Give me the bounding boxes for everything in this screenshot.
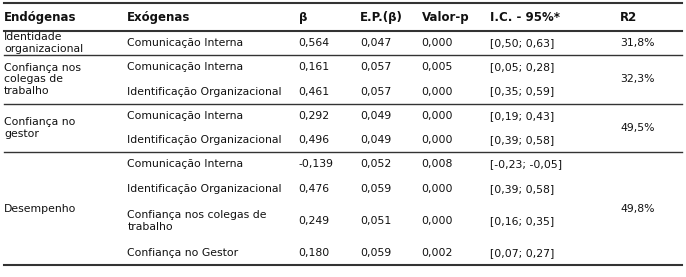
Text: Comunicação Interna: Comunicação Interna <box>128 38 244 48</box>
Text: 0,161: 0,161 <box>298 62 330 72</box>
Text: [0,39; 0,58]: [0,39; 0,58] <box>490 135 554 145</box>
Text: I.C. - 95%*: I.C. - 95%* <box>490 11 560 24</box>
Text: 0,000: 0,000 <box>422 184 453 194</box>
Text: 0,057: 0,057 <box>360 86 392 96</box>
Text: 32,3%: 32,3% <box>620 74 654 84</box>
Text: E.P.(β): E.P.(β) <box>360 11 403 24</box>
Text: Confiança nos
colegas de
trabalho: Confiança nos colegas de trabalho <box>4 63 81 96</box>
Text: Identificação Organizacional: Identificação Organizacional <box>128 135 282 145</box>
Text: 0,564: 0,564 <box>298 38 330 48</box>
Text: Exógenas: Exógenas <box>128 11 191 24</box>
Text: 0,476: 0,476 <box>298 184 330 194</box>
Text: [0,35; 0,59]: [0,35; 0,59] <box>490 86 554 96</box>
Text: 0,059: 0,059 <box>360 248 392 258</box>
Text: Comunicação Interna: Comunicação Interna <box>128 62 244 72</box>
Text: Desempenho: Desempenho <box>4 204 77 214</box>
Text: 0,047: 0,047 <box>360 38 392 48</box>
Text: 0,249: 0,249 <box>298 216 330 226</box>
Text: Confiança no
gestor: Confiança no gestor <box>4 117 75 139</box>
Text: Confiança no Gestor: Confiança no Gestor <box>128 248 239 258</box>
Text: [0,16; 0,35]: [0,16; 0,35] <box>490 216 554 226</box>
Text: 0,292: 0,292 <box>298 111 330 121</box>
Text: Comunicação Interna: Comunicação Interna <box>128 160 244 170</box>
Text: Identificação Organizacional: Identificação Organizacional <box>128 86 282 96</box>
Text: 49,5%: 49,5% <box>620 123 654 133</box>
Text: 0,059: 0,059 <box>360 184 392 194</box>
Text: -0,139: -0,139 <box>298 160 333 170</box>
Text: [0,19; 0,43]: [0,19; 0,43] <box>490 111 554 121</box>
Text: 0,049: 0,049 <box>360 111 392 121</box>
Text: [-0,23; -0,05]: [-0,23; -0,05] <box>490 160 563 170</box>
Text: 0,005: 0,005 <box>422 62 453 72</box>
Text: Endógenas: Endógenas <box>4 11 77 24</box>
Text: 0,180: 0,180 <box>298 248 330 258</box>
Text: [0,39; 0,58]: [0,39; 0,58] <box>490 184 554 194</box>
Text: 0,051: 0,051 <box>360 216 392 226</box>
Text: 49,8%: 49,8% <box>620 204 654 214</box>
Text: 0,000: 0,000 <box>422 135 453 145</box>
Text: 0,000: 0,000 <box>422 86 453 96</box>
Text: [0,07; 0,27]: [0,07; 0,27] <box>490 248 554 258</box>
Text: Valor-p: Valor-p <box>422 11 469 24</box>
Text: 0,000: 0,000 <box>422 216 453 226</box>
Text: Identidade
organizacional: Identidade organizacional <box>4 32 83 54</box>
Text: 0,057: 0,057 <box>360 62 392 72</box>
Text: 0,496: 0,496 <box>298 135 330 145</box>
Text: 31,8%: 31,8% <box>620 38 654 48</box>
Text: 0,461: 0,461 <box>298 86 330 96</box>
Text: R2: R2 <box>620 11 637 24</box>
Text: Comunicação Interna: Comunicação Interna <box>128 111 244 121</box>
Text: β: β <box>298 11 307 24</box>
Text: Identificação Organizacional: Identificação Organizacional <box>128 184 282 194</box>
Text: 0,002: 0,002 <box>422 248 453 258</box>
Text: [0,50; 0,63]: [0,50; 0,63] <box>490 38 554 48</box>
Text: 0,008: 0,008 <box>422 160 453 170</box>
Text: 0,049: 0,049 <box>360 135 392 145</box>
Text: Confiança nos colegas de
trabalho: Confiança nos colegas de trabalho <box>128 210 267 232</box>
Text: 0,052: 0,052 <box>360 160 392 170</box>
Text: 0,000: 0,000 <box>422 38 453 48</box>
Text: [0,05; 0,28]: [0,05; 0,28] <box>490 62 554 72</box>
Text: 0,000: 0,000 <box>422 111 453 121</box>
